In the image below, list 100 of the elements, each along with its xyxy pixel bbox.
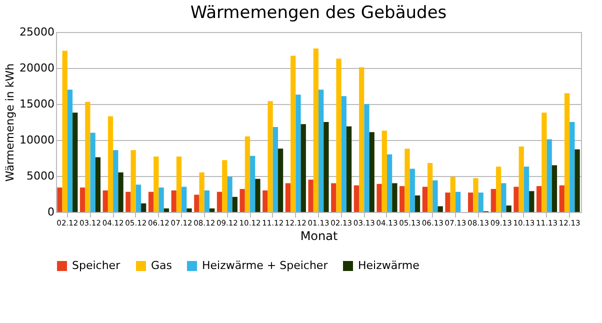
bar — [176, 156, 182, 212]
bar — [232, 196, 238, 212]
bar — [250, 156, 256, 212]
bar — [524, 166, 530, 212]
bar — [324, 122, 329, 212]
x-axis-title: Monat — [300, 229, 338, 243]
bar — [518, 146, 524, 212]
bar — [85, 102, 90, 212]
bar — [318, 90, 324, 212]
bar — [514, 186, 519, 212]
bar — [57, 188, 62, 212]
bar — [204, 190, 210, 212]
bar — [400, 186, 405, 212]
bar — [445, 192, 450, 212]
legend-label: Heizwärme + Speicher — [202, 259, 328, 272]
bar — [95, 157, 101, 212]
legend-label: Gas — [151, 259, 172, 272]
bar — [222, 160, 228, 212]
bar — [108, 116, 114, 212]
bar — [496, 166, 502, 212]
bar — [386, 154, 392, 212]
bar — [227, 176, 232, 212]
bar — [564, 93, 570, 212]
bar — [171, 190, 176, 212]
bar — [141, 203, 146, 212]
bar — [216, 192, 222, 212]
bar — [136, 184, 142, 212]
legend-label: Speicher — [72, 259, 121, 272]
bar — [90, 132, 96, 212]
y-tick-label: 0 — [48, 206, 54, 218]
bar — [72, 112, 78, 212]
bar — [296, 94, 301, 212]
bar — [240, 188, 245, 212]
bar — [102, 190, 108, 212]
bar — [113, 150, 118, 212]
bar — [364, 104, 370, 212]
bar — [62, 50, 68, 212]
bar — [542, 112, 547, 212]
bar — [570, 122, 575, 212]
legend-label: Heizwärme — [358, 259, 420, 272]
bar — [308, 180, 314, 212]
y-tick-label: 5000 — [26, 170, 54, 182]
bar — [262, 190, 268, 212]
y-tick-label: 20000 — [20, 62, 54, 74]
bar — [478, 192, 484, 212]
bar — [341, 96, 346, 212]
bar — [382, 130, 387, 212]
bar — [438, 206, 443, 212]
bar — [536, 186, 542, 212]
bar — [404, 148, 410, 212]
bar — [450, 176, 456, 212]
y-axis-title: Wärmemenge in kWh — [4, 63, 17, 182]
y-tick-label: 15000 — [20, 98, 54, 110]
bar — [199, 172, 204, 212]
bar — [574, 149, 580, 212]
bar — [67, 90, 73, 212]
bar — [331, 183, 336, 212]
y-tick-label: 10000 — [20, 134, 54, 146]
bar — [506, 206, 512, 212]
bar — [414, 195, 420, 212]
bar — [158, 188, 164, 212]
bar — [255, 178, 260, 212]
bar — [552, 165, 558, 212]
bar — [148, 192, 154, 212]
bar — [427, 163, 433, 212]
bar — [346, 126, 352, 212]
bar — [432, 180, 438, 212]
bar — [130, 150, 136, 212]
bar — [336, 58, 342, 212]
bar — [244, 136, 250, 212]
bar — [186, 208, 192, 212]
bar — [455, 192, 461, 212]
bar — [529, 191, 534, 212]
bar — [164, 208, 169, 212]
bar — [468, 192, 474, 212]
bar — [118, 172, 124, 212]
bar — [473, 178, 478, 212]
bar — [490, 188, 496, 212]
bar — [313, 48, 318, 212]
bar — [376, 184, 382, 212]
bar — [272, 127, 278, 212]
y-tick-label: 25000 — [20, 26, 54, 38]
bar — [369, 132, 374, 212]
bar — [546, 139, 552, 212]
bar — [422, 186, 428, 212]
bar — [559, 185, 564, 212]
bar — [359, 67, 364, 212]
bar — [80, 188, 86, 212]
bar — [268, 101, 273, 212]
bar — [278, 148, 284, 212]
bar — [285, 183, 291, 212]
bar — [354, 185, 360, 212]
chart-title: Wärmemengen des Gebäudes — [190, 3, 447, 23]
bar — [126, 192, 131, 212]
bar — [290, 56, 296, 212]
bar — [194, 194, 200, 212]
bar — [300, 124, 306, 212]
bar — [210, 208, 215, 212]
bar — [154, 156, 159, 212]
bar — [182, 186, 187, 212]
